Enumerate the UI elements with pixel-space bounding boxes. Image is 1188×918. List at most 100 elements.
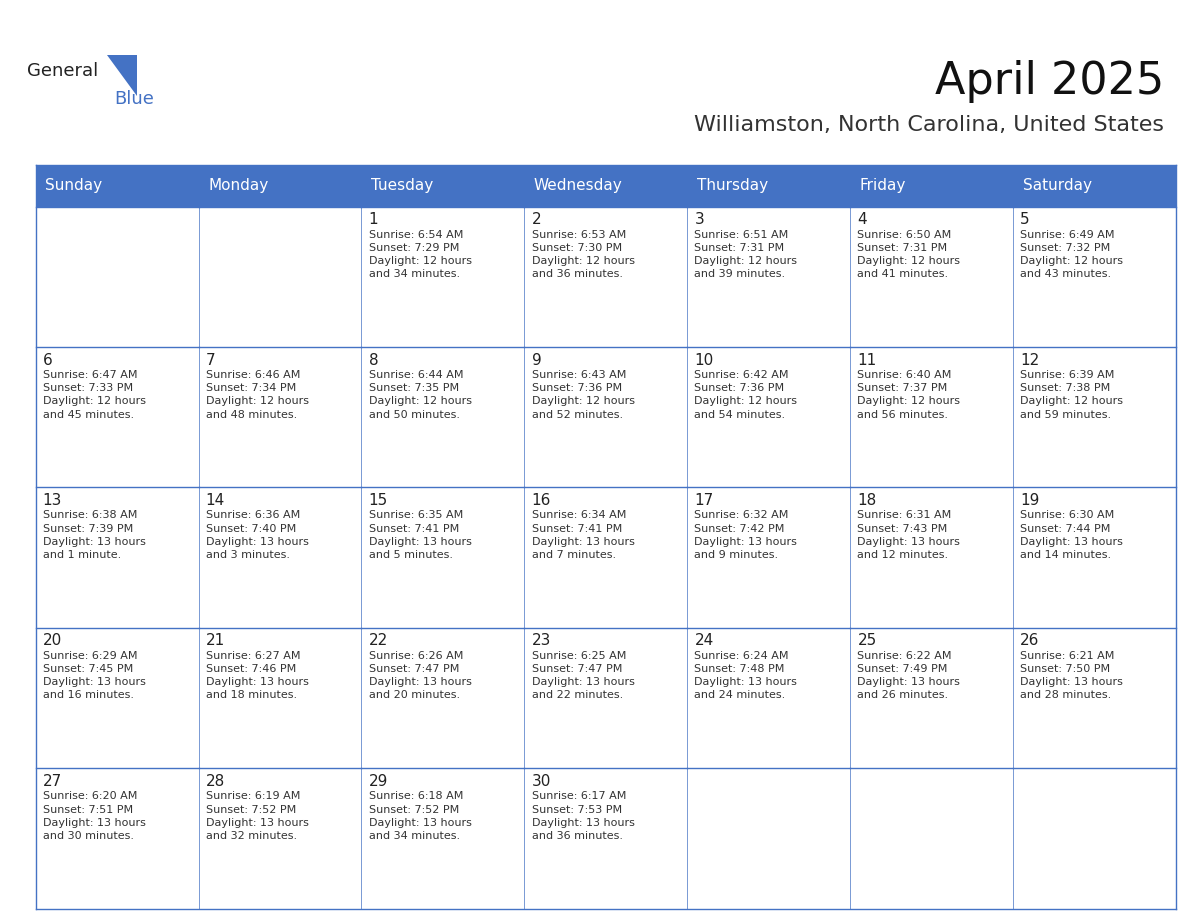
Text: 15: 15	[368, 493, 387, 508]
Text: Sunrise: 6:35 AM
Sunset: 7:41 PM
Daylight: 13 hours
and 5 minutes.: Sunrise: 6:35 AM Sunset: 7:41 PM Dayligh…	[368, 510, 472, 560]
Bar	[198, 207, 361, 347]
Bar	[198, 628, 361, 768]
Text: Williamston, North Carolina, United States: Williamston, North Carolina, United Stat…	[694, 115, 1164, 135]
Text: Sunrise: 6:47 AM
Sunset: 7:33 PM
Daylight: 12 hours
and 45 minutes.: Sunrise: 6:47 AM Sunset: 7:33 PM Dayligh…	[43, 370, 146, 420]
Text: 17: 17	[695, 493, 714, 508]
Text: Sunrise: 6:42 AM
Sunset: 7:36 PM
Daylight: 12 hours
and 54 minutes.: Sunrise: 6:42 AM Sunset: 7:36 PM Dayligh…	[695, 370, 797, 420]
Text: Monday: Monday	[208, 178, 268, 194]
Text: Sunrise: 6:44 AM
Sunset: 7:35 PM
Daylight: 12 hours
and 50 minutes.: Sunrise: 6:44 AM Sunset: 7:35 PM Dayligh…	[368, 370, 472, 420]
Text: Sunrise: 6:50 AM
Sunset: 7:31 PM
Daylight: 12 hours
and 41 minutes.: Sunrise: 6:50 AM Sunset: 7:31 PM Dayligh…	[858, 230, 960, 279]
Text: Sunrise: 6:24 AM
Sunset: 7:48 PM
Daylight: 13 hours
and 24 minutes.: Sunrise: 6:24 AM Sunset: 7:48 PM Dayligh…	[695, 651, 797, 700]
Bar	[524, 165, 688, 207]
Bar	[1013, 165, 1176, 207]
Text: Sunrise: 6:34 AM
Sunset: 7:41 PM
Daylight: 13 hours
and 7 minutes.: Sunrise: 6:34 AM Sunset: 7:41 PM Dayligh…	[531, 510, 634, 560]
Text: Sunrise: 6:20 AM
Sunset: 7:51 PM
Daylight: 13 hours
and 30 minutes.: Sunrise: 6:20 AM Sunset: 7:51 PM Dayligh…	[43, 791, 146, 841]
Text: Blue: Blue	[114, 90, 154, 108]
Bar	[851, 207, 1013, 347]
Bar	[688, 628, 851, 768]
Bar	[36, 487, 198, 628]
Polygon shape	[107, 55, 137, 96]
Text: 1: 1	[368, 212, 378, 227]
Bar	[361, 628, 524, 768]
Text: 5: 5	[1020, 212, 1030, 227]
Bar	[361, 207, 524, 347]
Text: Sunrise: 6:53 AM
Sunset: 7:30 PM
Daylight: 12 hours
and 36 minutes.: Sunrise: 6:53 AM Sunset: 7:30 PM Dayligh…	[531, 230, 634, 279]
Text: 28: 28	[206, 774, 225, 789]
Text: 8: 8	[368, 353, 378, 367]
Text: 3: 3	[695, 212, 704, 227]
Bar	[688, 347, 851, 487]
Text: Sunrise: 6:30 AM
Sunset: 7:44 PM
Daylight: 13 hours
and 14 minutes.: Sunrise: 6:30 AM Sunset: 7:44 PM Dayligh…	[1020, 510, 1123, 560]
Text: 7: 7	[206, 353, 215, 367]
Text: Friday: Friday	[860, 178, 906, 194]
Text: April 2025: April 2025	[935, 60, 1164, 103]
Bar	[36, 347, 198, 487]
Bar	[1013, 207, 1176, 347]
Bar	[1013, 768, 1176, 909]
Text: Sunrise: 6:31 AM
Sunset: 7:43 PM
Daylight: 13 hours
and 12 minutes.: Sunrise: 6:31 AM Sunset: 7:43 PM Dayligh…	[858, 510, 960, 560]
Bar	[198, 347, 361, 487]
Text: Sunrise: 6:22 AM
Sunset: 7:49 PM
Daylight: 13 hours
and 26 minutes.: Sunrise: 6:22 AM Sunset: 7:49 PM Dayligh…	[858, 651, 960, 700]
Text: 20: 20	[43, 633, 62, 648]
Text: Sunrise: 6:49 AM
Sunset: 7:32 PM
Daylight: 12 hours
and 43 minutes.: Sunrise: 6:49 AM Sunset: 7:32 PM Dayligh…	[1020, 230, 1124, 279]
Text: Saturday: Saturday	[1023, 178, 1092, 194]
Bar	[361, 768, 524, 909]
Text: 27: 27	[43, 774, 62, 789]
Bar	[688, 165, 851, 207]
Text: Sunrise: 6:19 AM
Sunset: 7:52 PM
Daylight: 13 hours
and 32 minutes.: Sunrise: 6:19 AM Sunset: 7:52 PM Dayligh…	[206, 791, 309, 841]
Text: 26: 26	[1020, 633, 1040, 648]
Bar	[851, 487, 1013, 628]
Text: 16: 16	[531, 493, 551, 508]
Text: 4: 4	[858, 212, 867, 227]
Text: Sunrise: 6:25 AM
Sunset: 7:47 PM
Daylight: 13 hours
and 22 minutes.: Sunrise: 6:25 AM Sunset: 7:47 PM Dayligh…	[531, 651, 634, 700]
Bar	[1013, 628, 1176, 768]
Bar	[524, 768, 688, 909]
Text: 19: 19	[1020, 493, 1040, 508]
Bar	[36, 768, 198, 909]
Bar	[1013, 347, 1176, 487]
Text: Sunrise: 6:39 AM
Sunset: 7:38 PM
Daylight: 12 hours
and 59 minutes.: Sunrise: 6:39 AM Sunset: 7:38 PM Dayligh…	[1020, 370, 1124, 420]
Text: 29: 29	[368, 774, 388, 789]
Bar	[361, 165, 524, 207]
Text: 9: 9	[531, 353, 542, 367]
Text: 2: 2	[531, 212, 542, 227]
Text: Sunrise: 6:43 AM
Sunset: 7:36 PM
Daylight: 12 hours
and 52 minutes.: Sunrise: 6:43 AM Sunset: 7:36 PM Dayligh…	[531, 370, 634, 420]
Bar	[688, 207, 851, 347]
Text: 18: 18	[858, 493, 877, 508]
Text: Tuesday: Tuesday	[371, 178, 434, 194]
Text: Sunrise: 6:46 AM
Sunset: 7:34 PM
Daylight: 12 hours
and 48 minutes.: Sunrise: 6:46 AM Sunset: 7:34 PM Dayligh…	[206, 370, 309, 420]
Bar	[851, 347, 1013, 487]
Text: 24: 24	[695, 633, 714, 648]
Text: 30: 30	[531, 774, 551, 789]
Bar	[524, 347, 688, 487]
Bar	[851, 165, 1013, 207]
Bar	[524, 487, 688, 628]
Bar	[36, 207, 198, 347]
Bar	[361, 347, 524, 487]
Bar	[688, 768, 851, 909]
Bar	[524, 207, 688, 347]
Text: Sunrise: 6:32 AM
Sunset: 7:42 PM
Daylight: 13 hours
and 9 minutes.: Sunrise: 6:32 AM Sunset: 7:42 PM Dayligh…	[695, 510, 797, 560]
Text: Sunrise: 6:27 AM
Sunset: 7:46 PM
Daylight: 13 hours
and 18 minutes.: Sunrise: 6:27 AM Sunset: 7:46 PM Dayligh…	[206, 651, 309, 700]
Bar	[361, 487, 524, 628]
Text: 22: 22	[368, 633, 387, 648]
Text: Sunrise: 6:18 AM
Sunset: 7:52 PM
Daylight: 13 hours
and 34 minutes.: Sunrise: 6:18 AM Sunset: 7:52 PM Dayligh…	[368, 791, 472, 841]
Text: Sunrise: 6:38 AM
Sunset: 7:39 PM
Daylight: 13 hours
and 1 minute.: Sunrise: 6:38 AM Sunset: 7:39 PM Dayligh…	[43, 510, 146, 560]
Bar	[688, 487, 851, 628]
Text: 11: 11	[858, 353, 877, 367]
Bar	[851, 628, 1013, 768]
Text: Sunrise: 6:36 AM
Sunset: 7:40 PM
Daylight: 13 hours
and 3 minutes.: Sunrise: 6:36 AM Sunset: 7:40 PM Dayligh…	[206, 510, 309, 560]
Text: 21: 21	[206, 633, 225, 648]
Text: 14: 14	[206, 493, 225, 508]
Text: Sunrise: 6:54 AM
Sunset: 7:29 PM
Daylight: 12 hours
and 34 minutes.: Sunrise: 6:54 AM Sunset: 7:29 PM Dayligh…	[368, 230, 472, 279]
Bar	[36, 165, 198, 207]
Text: 13: 13	[43, 493, 62, 508]
Bar	[1013, 487, 1176, 628]
Text: Sunrise: 6:26 AM
Sunset: 7:47 PM
Daylight: 13 hours
and 20 minutes.: Sunrise: 6:26 AM Sunset: 7:47 PM Dayligh…	[368, 651, 472, 700]
Bar	[36, 628, 198, 768]
Text: Sunrise: 6:29 AM
Sunset: 7:45 PM
Daylight: 13 hours
and 16 minutes.: Sunrise: 6:29 AM Sunset: 7:45 PM Dayligh…	[43, 651, 146, 700]
Text: Sunrise: 6:17 AM
Sunset: 7:53 PM
Daylight: 13 hours
and 36 minutes.: Sunrise: 6:17 AM Sunset: 7:53 PM Dayligh…	[531, 791, 634, 841]
Bar	[198, 768, 361, 909]
Bar	[524, 628, 688, 768]
Text: 10: 10	[695, 353, 714, 367]
